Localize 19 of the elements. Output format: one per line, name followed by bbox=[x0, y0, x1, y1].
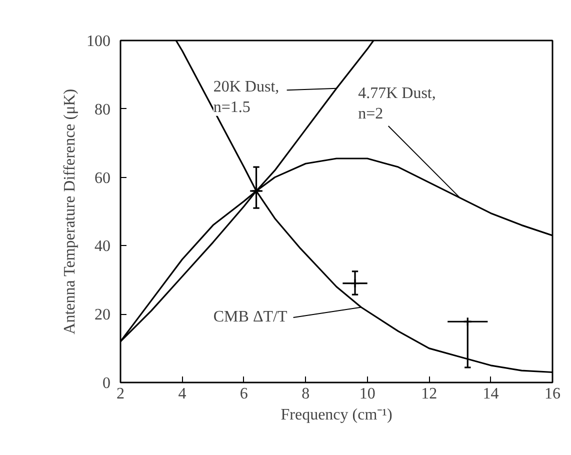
y-axis-title: Antenna Temperature Difference (μK) bbox=[62, 88, 78, 334]
y-tick-label: 60 bbox=[94, 170, 110, 187]
legend-label: CMB ΔT/T bbox=[213, 308, 288, 326]
x-tick-label: 10 bbox=[359, 386, 376, 402]
x-tick-label: 12 bbox=[421, 386, 438, 402]
y-tick-label: 40 bbox=[94, 238, 110, 256]
text: 4.77K Dust, n=2 bbox=[358, 84, 436, 122]
x-axis-title: Frequency (cm⁻¹) bbox=[280, 406, 392, 424]
y-tick-label: 80 bbox=[94, 101, 110, 118]
x-tick-label: 2 bbox=[116, 386, 124, 402]
y-tick-label: 0 bbox=[102, 375, 110, 392]
x-tick-label: 8 bbox=[302, 386, 310, 402]
x-tick-label: 16 bbox=[544, 386, 560, 402]
x-tick-label: 4 bbox=[178, 386, 186, 402]
x-tick-label: 14 bbox=[482, 386, 499, 402]
legend-label: 20K Dust, n=1.5 bbox=[213, 78, 280, 116]
x-tick-label: 6 bbox=[240, 386, 248, 402]
y-tick-label: 100 bbox=[86, 33, 110, 50]
y-tick-label: 20 bbox=[94, 306, 110, 324]
